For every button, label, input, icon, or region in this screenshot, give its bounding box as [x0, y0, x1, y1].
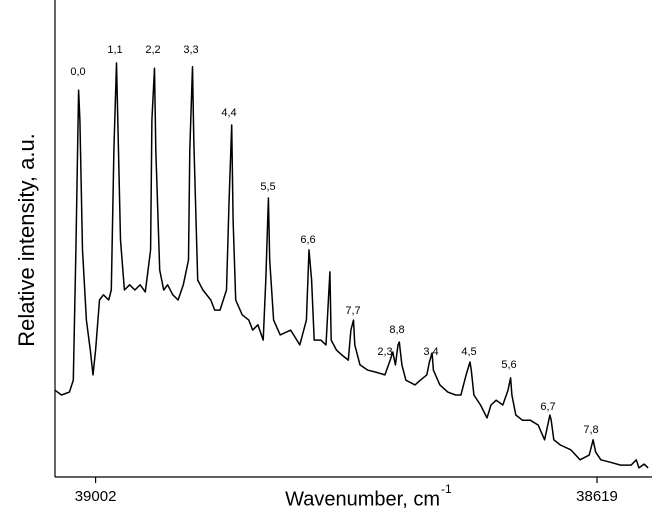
peak-label: 8,8 — [389, 324, 404, 336]
peak-label: 7,7 — [345, 305, 360, 317]
peak-label: 5,6 — [501, 359, 516, 371]
x-tick-label: 39002 — [75, 488, 117, 505]
y-axis-label: Relative intensity, a.u. — [14, 133, 39, 347]
x-axis-label: Wavenumber, cm — [285, 488, 440, 510]
spectrum-line — [54, 62, 649, 469]
peak-label: 3,4 — [423, 346, 438, 358]
peak-label: 5,5 — [260, 181, 275, 193]
peak-label: 3,3 — [183, 44, 198, 56]
peak-label: 2,3 — [377, 346, 392, 358]
peak-label: 6,7 — [540, 401, 555, 413]
peak-label: 2,2 — [145, 44, 160, 56]
x-tick-label: 38619 — [576, 488, 618, 505]
peak-label: 7,8 — [583, 424, 598, 436]
peak-label: 4,4 — [221, 107, 236, 119]
peak-label: 0,0 — [70, 66, 85, 78]
peak-label: 4,5 — [461, 346, 476, 358]
peak-label: 6,6 — [300, 234, 315, 246]
peak-label: 1,1 — [107, 44, 122, 56]
x-axis-label-superscript: -1 — [441, 482, 452, 496]
